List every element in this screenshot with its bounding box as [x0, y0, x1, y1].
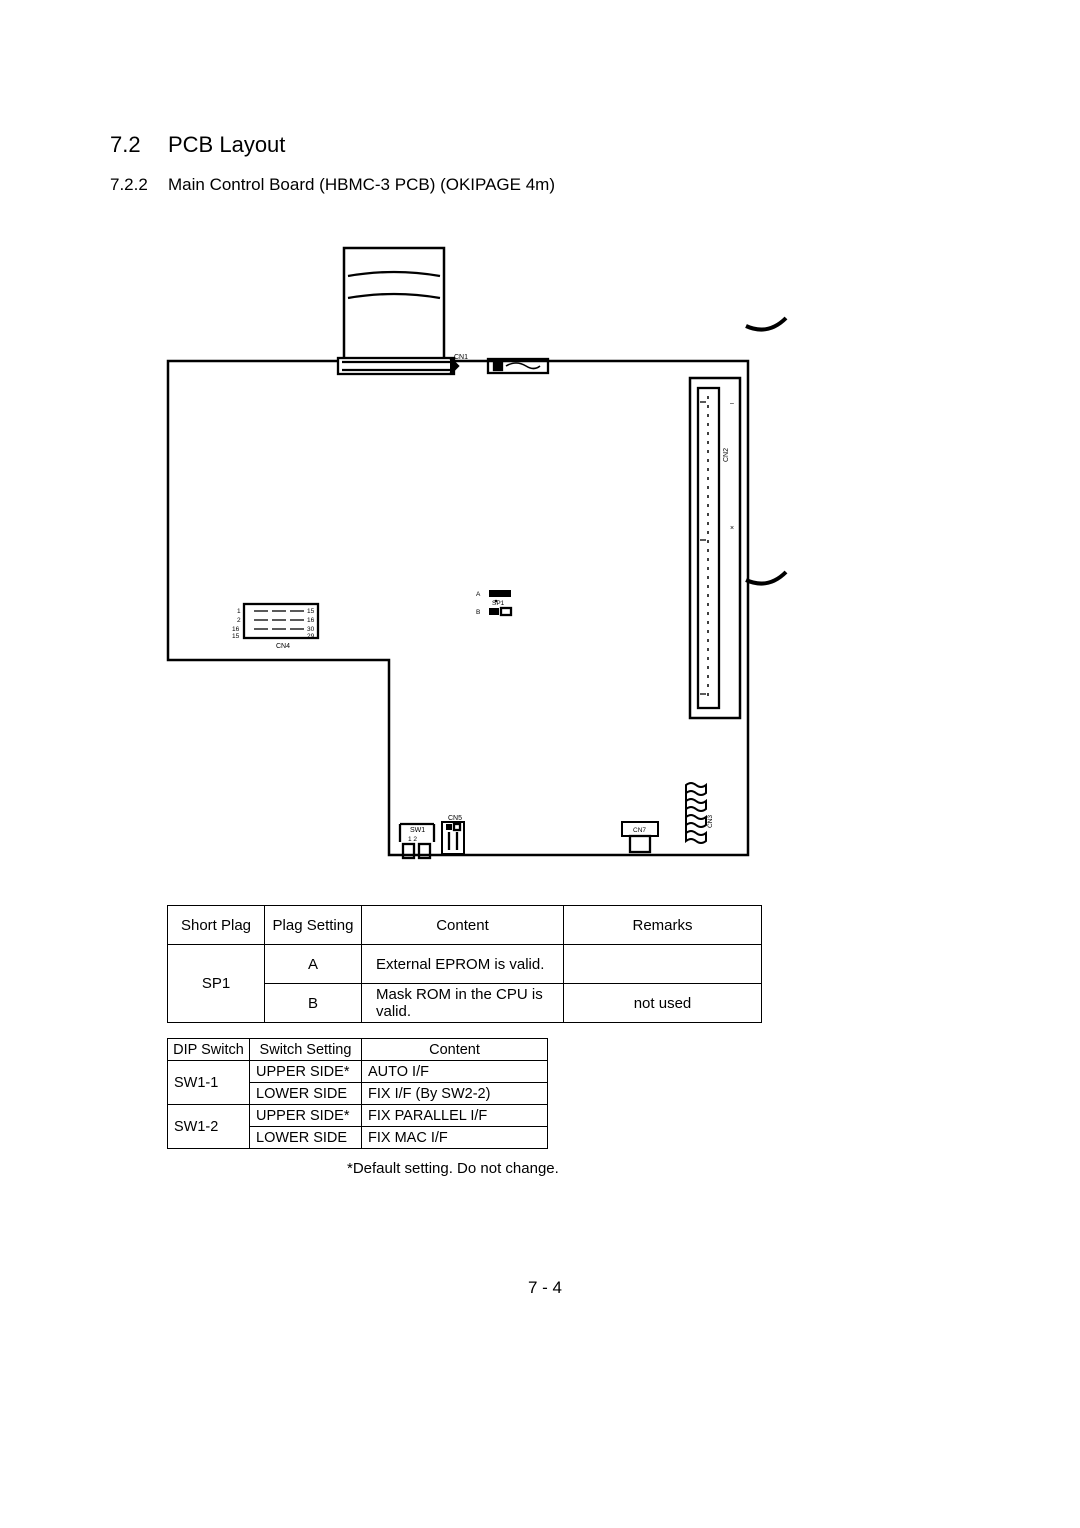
- col-short-plag: Short Plag: [168, 906, 265, 945]
- cell-remarks: not used: [564, 984, 762, 1023]
- col-content: Content: [362, 1039, 548, 1061]
- subsection-number: 7.2.2: [110, 175, 148, 195]
- short-plag-table: Short Plag Plag Setting Content Remarks …: [167, 905, 762, 1023]
- cell-setting: LOWER SIDE: [250, 1083, 362, 1105]
- col-content: Content: [362, 906, 564, 945]
- svg-text:CN2: CN2: [723, 448, 730, 462]
- subsection-title: Main Control Board (HBMC-3 PCB) (OKIPAGE…: [168, 175, 555, 195]
- svg-text:B: B: [476, 609, 480, 616]
- cell-content: FIX I/F (By SW2-2): [362, 1083, 548, 1105]
- table-row: SP1 A External EPROM is valid.: [168, 945, 762, 984]
- page: 7.2 PCB Layout 7.2.2 Main Control Board …: [0, 0, 1080, 1528]
- col-plag-setting: Plag Setting: [265, 906, 362, 945]
- footnote: *Default setting. Do not change.: [347, 1160, 559, 1177]
- table-row: SW1-2 UPPER SIDE* FIX PARALLEL I/F: [168, 1105, 548, 1127]
- svg-text:16: 16: [307, 617, 315, 624]
- svg-text:SP1: SP1: [492, 600, 505, 607]
- cell-content: AUTO I/F: [362, 1061, 548, 1083]
- cell-remarks: [564, 945, 762, 984]
- table-header-row: DIP Switch Switch Setting Content: [168, 1039, 548, 1061]
- cell-dip: SW1-1: [168, 1061, 250, 1105]
- svg-text:CN7: CN7: [633, 827, 646, 834]
- pcb-diagram: CN1 CN2 – × CN4: [150, 240, 810, 880]
- svg-text:15: 15: [232, 633, 240, 640]
- cell-setting: UPPER SIDE*: [250, 1061, 362, 1083]
- svg-text:30: 30: [307, 626, 315, 633]
- svg-text:CN4: CN4: [276, 643, 290, 650]
- svg-text:16: 16: [232, 626, 240, 633]
- col-remarks: Remarks: [564, 906, 762, 945]
- svg-text:1 2: 1 2: [408, 836, 417, 843]
- svg-text:1: 1: [237, 608, 241, 615]
- section-number: 7.2: [110, 132, 141, 158]
- cell-content: FIX MAC I/F: [362, 1127, 548, 1149]
- svg-text:2: 2: [237, 617, 241, 624]
- col-switch-setting: Switch Setting: [250, 1039, 362, 1061]
- col-dip-switch: DIP Switch: [168, 1039, 250, 1061]
- cell-setting: UPPER SIDE*: [250, 1105, 362, 1127]
- cell-content: External EPROM is valid.: [362, 945, 564, 984]
- svg-text:CN1: CN1: [454, 354, 468, 361]
- page-number: 7 - 4: [528, 1278, 562, 1298]
- cell-content: Mask ROM in the CPU is valid.: [362, 984, 564, 1023]
- cell-plag-setting: B: [265, 984, 362, 1023]
- section-title: PCB Layout: [168, 132, 285, 158]
- cell-dip: SW1-2: [168, 1105, 250, 1149]
- cell-content: FIX PARALLEL I/F: [362, 1105, 548, 1127]
- svg-text:SW1: SW1: [410, 827, 425, 834]
- table-row: SW1-1 UPPER SIDE* AUTO I/F: [168, 1061, 548, 1083]
- svg-text:CN5: CN5: [448, 815, 462, 822]
- svg-text:15: 15: [307, 608, 315, 615]
- svg-text:29: 29: [307, 633, 315, 640]
- svg-text:A: A: [476, 591, 481, 598]
- cell-short-plag: SP1: [168, 945, 265, 1023]
- table-header-row: Short Plag Plag Setting Content Remarks: [168, 906, 762, 945]
- svg-text:CN3: CN3: [707, 815, 714, 828]
- dip-switch-table: DIP Switch Switch Setting Content SW1-1 …: [167, 1038, 548, 1149]
- svg-text:×: ×: [730, 525, 734, 532]
- svg-text:–: –: [730, 400, 734, 407]
- cell-plag-setting: A: [265, 945, 362, 984]
- cell-setting: LOWER SIDE: [250, 1127, 362, 1149]
